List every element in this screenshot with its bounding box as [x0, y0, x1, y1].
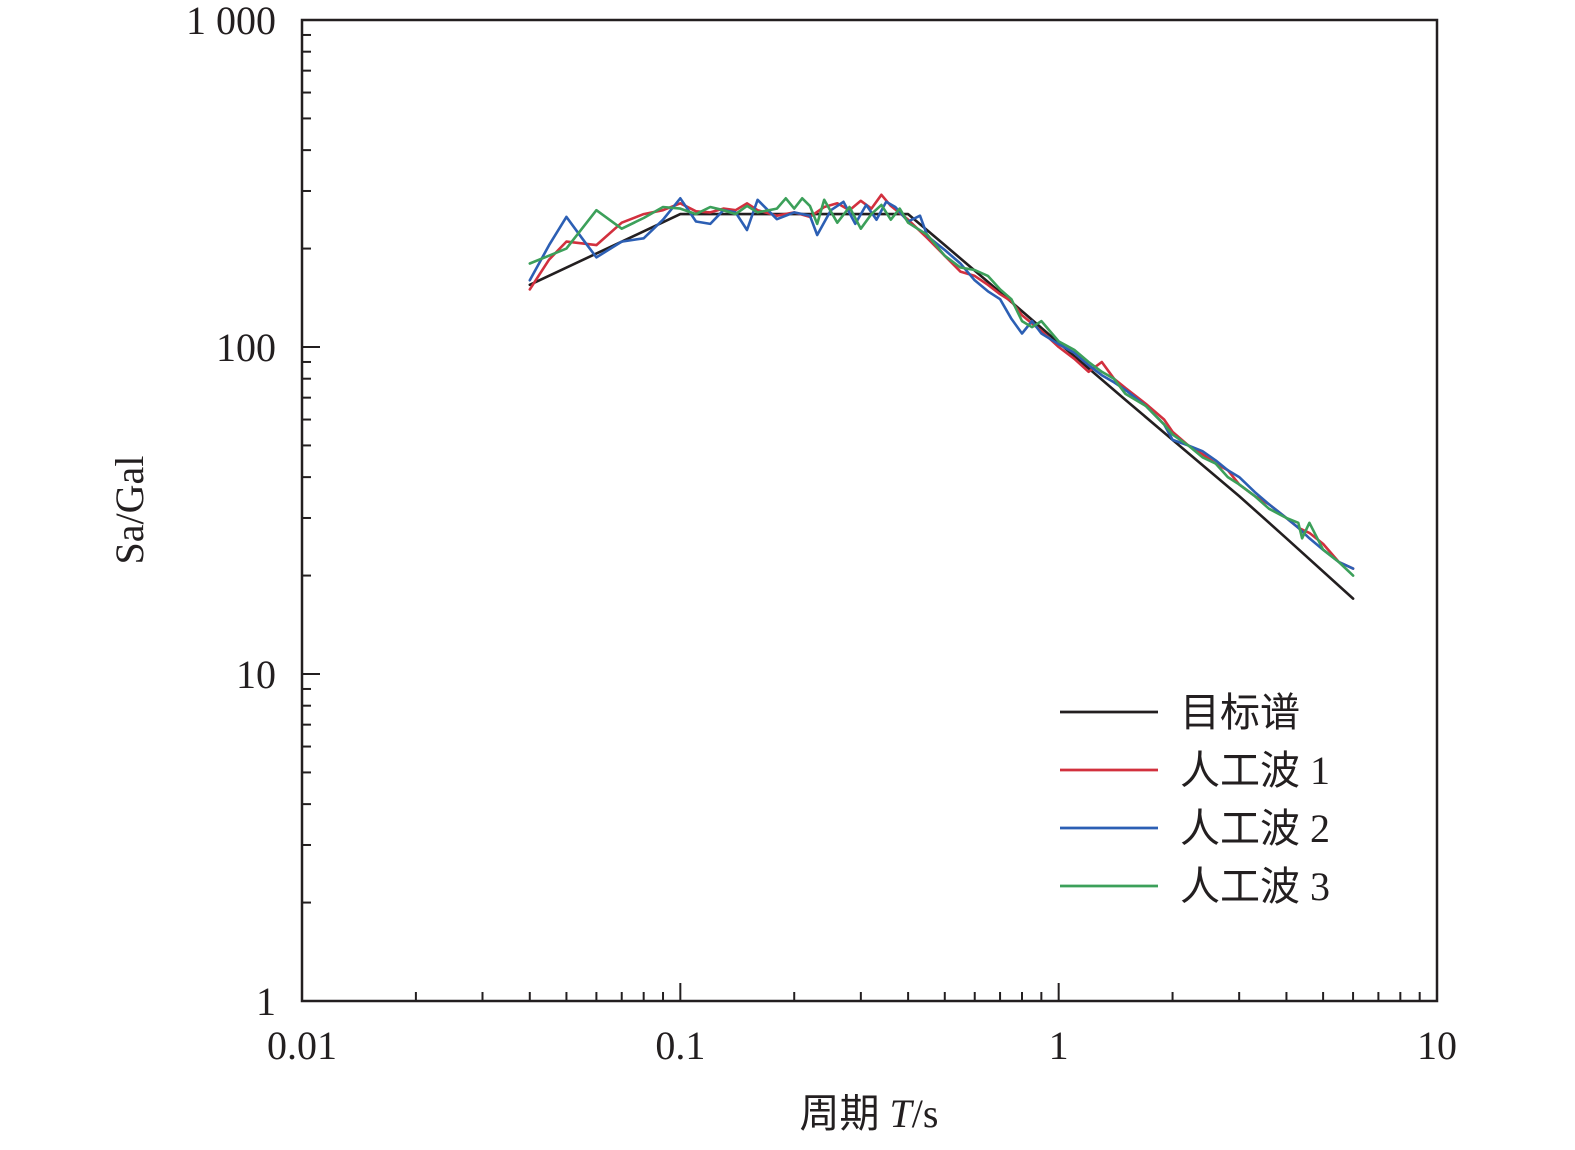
legend-label: 人工波 1 — [1180, 748, 1330, 793]
series-line-4 — [528, 197, 1355, 577]
x-tick-label: 1 — [1049, 1023, 1069, 1068]
axis-tick-labels: 0.01 0.1 1 10 1 10 100 1 000 — [186, 0, 1457, 1068]
y-tick-label: 1 000 — [186, 0, 276, 43]
series-lines — [528, 193, 1355, 600]
x-tick-label: 10 — [1417, 1023, 1457, 1068]
x-axis-title: 周期 T/s — [800, 1091, 939, 1136]
axis-ticks — [301, 19, 1438, 1002]
series-line-3 — [528, 197, 1355, 570]
x-tick-label: 0.01 — [267, 1023, 337, 1068]
y-tick-label: 1 — [256, 979, 276, 1024]
plot-frame — [300, 18, 1439, 1003]
y-axis-title: Sa/Gal — [107, 456, 152, 565]
legend-label: 人工波 2 — [1180, 806, 1330, 851]
legend-label: 目标谱 — [1180, 690, 1300, 735]
y-tick-label: 10 — [236, 652, 276, 697]
x-tick-label: 0.1 — [655, 1023, 705, 1068]
legend-label: 人工波 3 — [1180, 864, 1330, 909]
series-line-1 — [528, 212, 1355, 600]
y-tick-label: 100 — [216, 325, 276, 370]
